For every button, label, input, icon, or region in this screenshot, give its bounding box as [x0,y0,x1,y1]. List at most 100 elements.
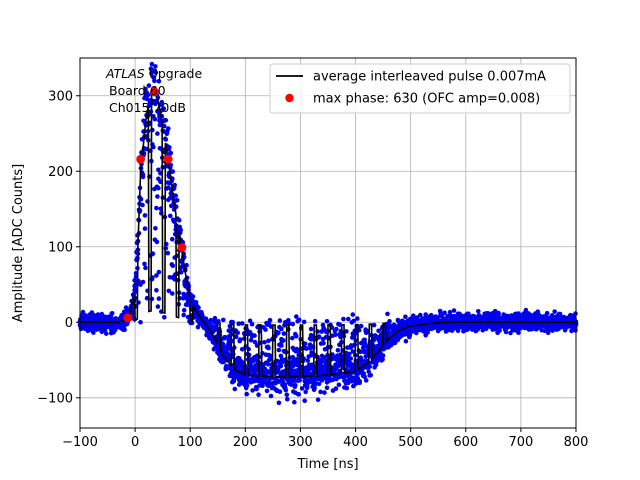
scatter-point [138,320,143,325]
scatter-point [85,328,91,334]
scatter-point [252,339,258,345]
max-phase-point [150,87,159,97]
average-pulse-layer [80,86,576,378]
scatter-point [142,213,148,218]
scatter-point [373,362,379,368]
scatter-point [231,378,237,384]
scatter-point [418,312,423,318]
scatter-point [234,361,240,366]
scatter-point [249,321,255,327]
scatter-point [308,326,314,332]
scatter-point [516,330,521,336]
scatter-point [276,400,282,406]
scatter-point [153,99,159,104]
scatter-point [423,312,429,317]
scatter-point [279,343,284,348]
scatter-point [362,337,368,343]
max-phase-points [123,87,187,323]
legend-average-label: average interleaved pulse 0.007mA [313,70,546,85]
scatter-point [276,330,281,336]
scatter-point [309,350,314,355]
scatter-point [544,310,550,316]
scatter-point [156,167,161,173]
scatter-point [552,309,557,314]
scatter-point [149,61,155,67]
scatter-point [442,310,447,316]
scatter-point [163,137,169,142]
scatter-point [178,269,184,275]
scatter-point [302,398,308,404]
scatter-point [344,385,350,391]
scatter-point [123,305,129,310]
legend-box [269,63,571,114]
scatter-point [161,106,167,111]
legend-max-phase-label: max phase: 630 (OFC amp=0.008) [313,92,540,107]
scatter-point [216,319,221,324]
scatter-point [357,380,363,386]
scatter-point [355,316,360,321]
scatter-point [291,362,297,367]
scatter-point [244,383,250,388]
scatter-point [170,169,176,174]
scatter-point [451,308,457,313]
x-tick-label: 400 [343,435,368,450]
scatter-point [336,382,342,388]
scatter-point [190,294,196,299]
scatter-point [346,316,351,322]
scatter-point [143,265,148,271]
scatter-point [380,353,386,358]
scatter-point [278,363,284,369]
scatter-point [302,341,308,347]
scatter-point [425,330,431,335]
scatter-point [476,309,481,314]
scatter-point [486,314,492,319]
scatter-point [294,346,300,352]
scatter-point [267,357,273,362]
scatter-point [142,226,148,231]
scatter-point [296,392,302,397]
y-tick-label: 200 [48,165,73,180]
scatter-point [380,357,385,362]
scatter-point [292,378,297,384]
scatter-point [212,315,218,321]
scatter-point [267,317,273,323]
scatter-point [163,118,169,123]
y-tick-label: −100 [37,391,73,406]
scatter-point [170,236,175,242]
scatter-point [156,269,162,275]
scatter-point [351,318,357,324]
y-tick-label: 0 [65,316,73,331]
x-tick-label: 0 [131,435,139,450]
scatter-point [155,131,160,136]
max-phase-point [123,313,133,323]
scatter-point [140,202,145,208]
scatter-point [290,321,296,327]
annotation-line-1: ATLAS Upgrade [105,66,202,81]
average-pulse-line [80,86,576,378]
scatter-point [176,218,182,223]
annotation-line-2: Board 60 [109,83,166,98]
scatter-point [299,386,305,391]
x-tick-label: 600 [453,435,478,450]
scatter-point [122,327,127,333]
scatter-point [173,193,178,198]
scatter-point [266,338,271,344]
scatter-point [316,334,322,339]
scatter-point [144,96,150,102]
scatter-point [193,300,199,305]
scatter-point [334,326,339,332]
max-phase-point [136,154,146,164]
x-tick-label: −100 [62,435,98,450]
scatter-point [162,315,167,320]
scatter-point [303,389,309,395]
scatter-point [285,396,290,402]
scatter-point [159,99,165,105]
scatter-point [166,288,172,294]
scatter-point [304,385,310,391]
scatter-point [208,317,214,323]
scatter-point [146,83,152,88]
scatter-point [297,378,303,383]
scatter-point [184,262,189,268]
scatter-point [233,334,239,340]
scatter-point [156,296,162,301]
